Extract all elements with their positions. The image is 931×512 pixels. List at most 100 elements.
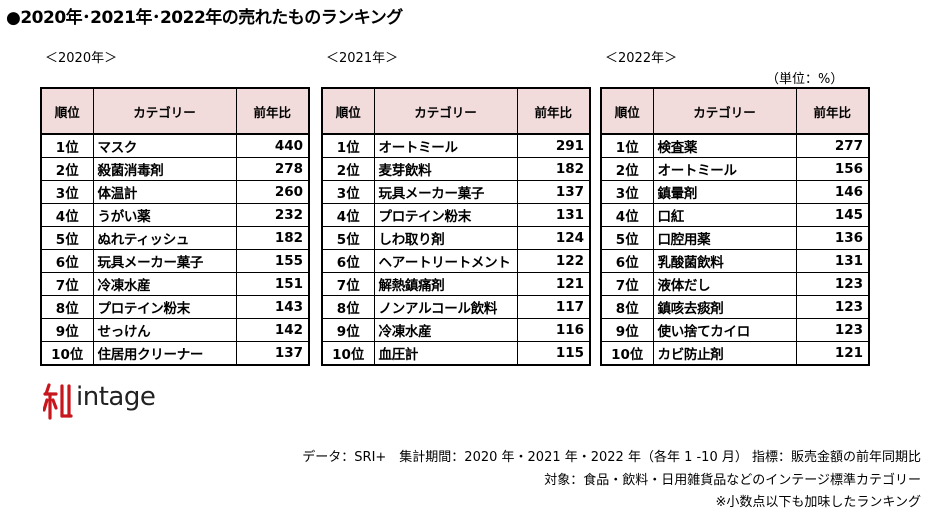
table-row: 7位 液体だし 123 xyxy=(600,272,870,296)
header-rank: 順位 xyxy=(321,87,375,135)
rank-cell: 10位 xyxy=(321,341,375,366)
ratio-cell: 116 xyxy=(516,318,591,342)
table-row: 5位 しわ取り剤 124 xyxy=(321,226,591,250)
category-cell: 検査薬 xyxy=(652,133,797,158)
year-label-2021: ＜2021年＞ xyxy=(326,51,399,66)
rank-cell: 2位 xyxy=(40,157,94,181)
header-rank: 順位 xyxy=(40,87,94,135)
rank-cell: 10位 xyxy=(600,341,654,366)
rank-cell: 2位 xyxy=(321,157,375,181)
table-row: 3位 玩具メーカー菓子 137 xyxy=(321,180,591,204)
category-cell: マスク xyxy=(92,133,237,158)
ratio-cell: 121 xyxy=(516,272,591,296)
ratio-cell: 131 xyxy=(516,203,591,227)
footer-source: データ：SRI+ 集計期間：2020 年・2021 年・2022 年（各年 1 … xyxy=(302,450,921,465)
ratio-cell: 277 xyxy=(795,133,870,158)
rank-cell: 4位 xyxy=(600,203,654,227)
rank-cell: 7位 xyxy=(600,272,654,296)
rank-cell: 1位 xyxy=(40,133,94,158)
header-ratio: 前年比 xyxy=(795,87,870,135)
rank-cell: 6位 xyxy=(321,249,375,273)
table-row: 6位 乳酸菌飲料 131 xyxy=(600,249,870,273)
ratio-cell: 137 xyxy=(516,180,591,204)
ratio-cell: 123 xyxy=(795,295,870,319)
table-row: 1位 マスク 440 xyxy=(40,133,310,158)
year-label-2022: ＜2022年＞ xyxy=(605,51,678,66)
rank-cell: 6位 xyxy=(600,249,654,273)
ratio-cell: 122 xyxy=(516,249,591,273)
table-row: 9位 冷凍水産 116 xyxy=(321,318,591,342)
ratio-cell: 155 xyxy=(235,249,310,273)
ratio-cell: 278 xyxy=(235,157,310,181)
ranking-table-1: 順位 カテゴリー 前年比 1位 オートミール 291 2位 麦芽飲料 182 3位 玩具メーカー菓子… xyxy=(321,87,591,366)
category-cell: 玩具メーカー菓子 xyxy=(373,180,518,204)
category-cell: 玩具メーカー菓子 xyxy=(92,249,237,273)
ratio-cell: 145 xyxy=(795,203,870,227)
rank-cell: 6位 xyxy=(40,249,94,273)
rank-cell: 1位 xyxy=(600,133,654,158)
category-cell: 血圧計 xyxy=(373,341,518,366)
rank-cell: 7位 xyxy=(40,272,94,296)
table-row: 7位 冷凍水産 151 xyxy=(40,272,310,296)
category-cell: 使い捨てカイロ xyxy=(652,318,797,342)
table-row: 8位 プロテイン粉末 143 xyxy=(40,295,310,319)
header-ratio: 前年比 xyxy=(235,87,310,135)
footer-note: ※小数点以下も加味したランキング xyxy=(715,495,921,510)
category-cell: 解熱鎮痛剤 xyxy=(373,272,518,296)
ranking-table-2: 順位 カテゴリー 前年比 1位 検査薬 277 2位 オートミール 156 3位 鎮暈剤 146 4位口… xyxy=(600,87,870,366)
table-row: 4位 口紅 145 xyxy=(600,203,870,227)
category-cell: せっけん xyxy=(92,318,237,342)
ratio-cell: 151 xyxy=(235,272,310,296)
category-cell: 冷凍水産 xyxy=(92,272,237,296)
table-row: 9位 せっけん 142 xyxy=(40,318,310,342)
ratio-cell: 156 xyxy=(795,157,870,181)
category-cell: 鎮咳去痰剤 xyxy=(652,295,797,319)
category-cell: 冷凍水産 xyxy=(373,318,518,342)
table-row: 10位 住居用クリーナー 137 xyxy=(40,341,310,366)
ratio-cell: 137 xyxy=(235,341,310,366)
rank-cell: 5位 xyxy=(600,226,654,250)
table-row: 4位 プロテイン粉末 131 xyxy=(321,203,591,227)
category-cell: 液体だし xyxy=(652,272,797,296)
rank-cell: 4位 xyxy=(321,203,375,227)
table-row: 5位 口腔用薬 136 xyxy=(600,226,870,250)
category-cell: 口腔用薬 xyxy=(652,226,797,250)
category-cell: オートミール xyxy=(373,133,518,158)
table-row: 7位 解熱鎮痛剤 121 xyxy=(321,272,591,296)
category-cell: ぬれティッシュ xyxy=(92,226,237,250)
table-row: 2位 オートミール 156 xyxy=(600,157,870,181)
header-category: カテゴリー xyxy=(373,87,518,135)
category-cell: 乳酸菌飲料 xyxy=(652,249,797,273)
rank-cell: 3位 xyxy=(600,180,654,204)
ranking-table-0: 順位 カテゴリー 前年比 1位 マスク 440 2位 殺菌消毒剤 278 3位 体温計 260 4位 うが… xyxy=(40,87,310,366)
ratio-cell: 291 xyxy=(516,133,591,158)
table-header-row: 順位 カテゴリー 前年比 xyxy=(40,87,310,135)
rank-cell: 8位 xyxy=(40,295,94,319)
table-header-row: 順位 カテゴリー 前年比 xyxy=(321,87,591,135)
rank-cell: 8位 xyxy=(321,295,375,319)
category-cell: 殺菌消毒剤 xyxy=(92,157,237,181)
rank-cell: 3位 xyxy=(40,180,94,204)
ratio-cell: 121 xyxy=(795,341,870,366)
table-row: 3位 体温計 260 xyxy=(40,180,310,204)
rank-cell: 3位 xyxy=(321,180,375,204)
ratio-cell: 182 xyxy=(516,157,591,181)
ratio-cell: 143 xyxy=(235,295,310,319)
rank-cell: 8位 xyxy=(600,295,654,319)
header-ratio: 前年比 xyxy=(516,87,591,135)
ratio-cell: 146 xyxy=(795,180,870,204)
intage-wordmark: intage xyxy=(76,382,156,412)
page-title: ●2020年･2021年･2022年の売れたものランキング xyxy=(6,8,403,28)
table-row: 8位 鎮咳去痰剤 123 xyxy=(600,295,870,319)
rank-cell: 4位 xyxy=(40,203,94,227)
table-row: 6位 ヘアートリートメント 122 xyxy=(321,249,591,273)
table-row: 9位 使い捨てカイロ 123 xyxy=(600,318,870,342)
table-row: 2位 殺菌消毒剤 278 xyxy=(40,157,310,181)
table-row: 2位 麦芽飲料 182 xyxy=(321,157,591,181)
table-row: 4位 うがい薬 232 xyxy=(40,203,310,227)
category-cell: プロテイン粉末 xyxy=(92,295,237,319)
ratio-cell: 136 xyxy=(795,226,870,250)
rank-cell: 9位 xyxy=(321,318,375,342)
category-cell: 住居用クリーナー xyxy=(92,341,237,366)
ratio-cell: 232 xyxy=(235,203,310,227)
